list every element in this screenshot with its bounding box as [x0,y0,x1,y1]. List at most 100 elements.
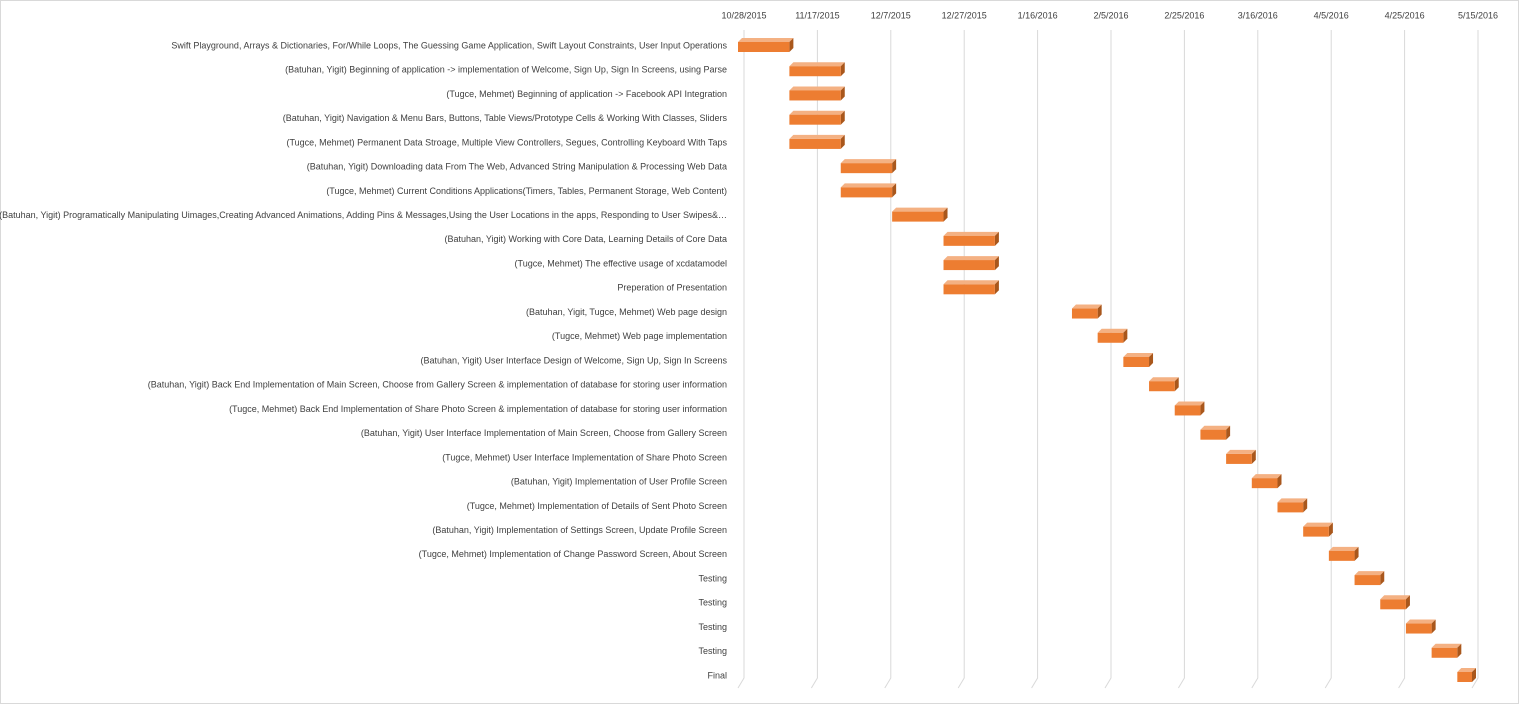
bar-side [1457,643,1462,658]
bar-side [840,62,845,77]
bar [1071,308,1098,319]
bar [840,187,893,198]
bar [892,211,944,222]
bar [1123,357,1150,367]
bar [1251,478,1278,489]
bar [1303,526,1329,537]
task-label: Final [707,670,727,680]
task-label: (Tugce, Mehmet) Back End Implementation … [229,404,727,414]
bar-side [1431,619,1436,634]
bar-side [789,38,794,52]
x-tick-label: 2/25/2016 [1164,10,1204,20]
grid-line [1324,30,1332,689]
bar-top [1405,619,1436,624]
x-tick-label: 10/28/2015 [721,10,766,20]
grid-line [1251,30,1259,689]
task-label: (Tugce, Mehmet) Implementation of Detail… [467,501,727,511]
bar [789,138,841,149]
bar [943,260,995,271]
task-label: Testing [698,622,727,632]
x-tick-label: 3/16/2016 [1238,10,1278,20]
grid-line [810,30,818,689]
x-tick-label: 4/5/2016 [1314,10,1349,20]
bar-top [840,159,897,164]
bar-top [1071,304,1102,309]
task-label: (Batuhan, Yigit) User Interface Design o… [421,355,728,365]
task-label: (Tugce, Mehmet) Beginning of application… [446,89,727,99]
bar-top [892,207,948,212]
bar-side [943,207,948,222]
task-label: (Batuhan, Yigit) Beginning of applicatio… [285,65,727,75]
bar-side [1123,328,1128,343]
bar-top [943,280,999,285]
bar-side [1200,401,1205,416]
bar [1431,647,1458,658]
task-label: (Batuhan, Yigit) User Interface Implemen… [361,428,727,438]
task-label: (Batuhan, Yigit) Downloading data From T… [307,162,727,172]
task-label: (Tugce, Mehmet) Current Conditions Appli… [326,186,727,196]
task-label: Testing [698,573,727,583]
task-label: (Tugce, Mehmet) Implementation of Change… [419,549,727,559]
task-label: (Batuhan, Yigit) Programatically Manipul… [0,210,727,220]
task-label: (Batuhan, Yigit) Implementation of User … [511,477,727,487]
bar-side [994,280,999,295]
bar [1328,550,1355,561]
bar-side [994,256,999,271]
bar [1097,332,1124,343]
bar-top [1431,643,1462,648]
bar-side [892,183,897,198]
bar-top [1457,668,1476,672]
bar-side [1174,377,1179,392]
task-label: Swift Playground, Arrays & Dictionaries,… [171,40,727,50]
bar [1457,672,1472,682]
task-label: (Tugce, Mehmet) Web page implementation [552,331,727,341]
task-label: (Tugce, Mehmet) Permanent Data Stroage, … [286,137,727,147]
task-label: (Batuhan, Yigit) Working with Core Data,… [445,234,727,244]
task-label: (Batuhan, Yigit, Tugce, Mehmet) Web page… [526,307,727,317]
grid-line [1031,30,1039,689]
bar [789,66,841,77]
bar-top [1097,328,1128,333]
grid-line [1104,30,1112,689]
bar-side [1303,498,1308,513]
bar-top [1354,571,1385,576]
bar [943,284,995,295]
x-tick-label: 12/27/2015 [942,10,987,20]
bar [1149,381,1175,392]
bar-top [1123,353,1154,357]
bar-top [1328,546,1359,551]
bar-top [840,183,897,188]
bar-top [943,231,999,236]
bar-side [1097,304,1102,319]
bar-side [1277,474,1282,489]
grid-line [737,30,745,689]
bar [1354,575,1381,586]
x-tick-label: 11/17/2015 [795,10,839,20]
bar [789,114,841,125]
bar-top [1277,498,1308,503]
task-label: (Tugce, Mehmet) User Interface Implement… [442,452,727,462]
bar-side [1149,353,1154,367]
grid-line [1177,30,1185,689]
bar-top [789,110,845,115]
bar-top [1149,377,1179,382]
bar-top [1226,449,1256,454]
bar-side [1472,668,1476,682]
task-label: (Batuhan, Yigit) Back End Implementation… [148,380,727,390]
bar-side [994,231,999,246]
bar [840,163,893,174]
bar-side [1328,522,1333,537]
grid-line [1471,30,1479,689]
bar-top [1251,474,1282,479]
x-tick-label: 2/5/2016 [1093,10,1128,20]
task-label: Testing [698,646,727,656]
bar-top [738,38,794,42]
bar-top [943,256,999,261]
bar-side [840,134,845,149]
bar-side [892,159,897,174]
bar-top [1200,425,1231,430]
bar [1200,429,1227,440]
bar [738,42,790,52]
